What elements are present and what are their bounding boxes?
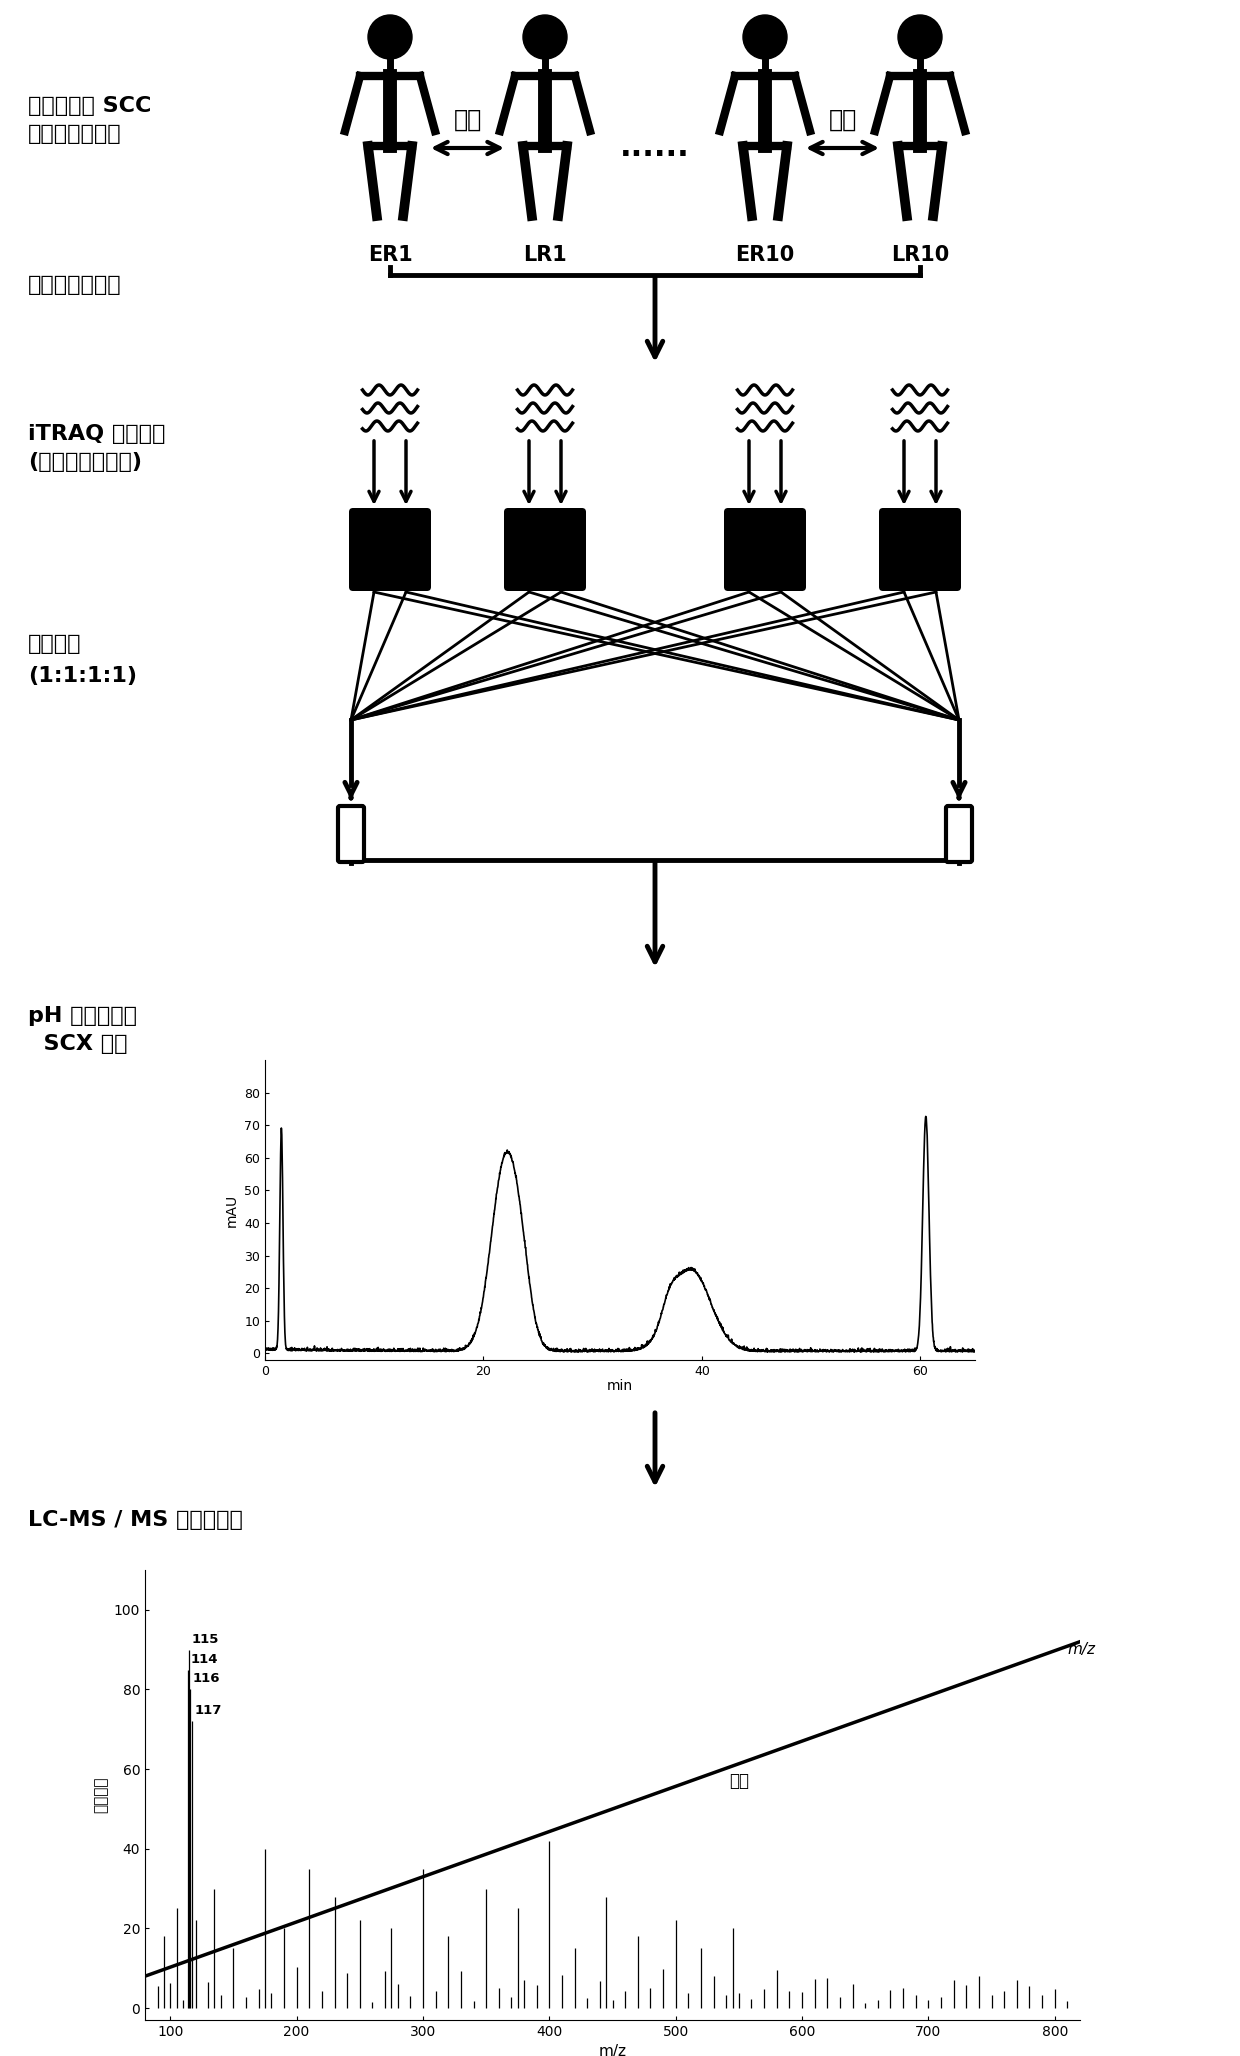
Y-axis label: mAU: mAU xyxy=(224,1192,238,1227)
Text: 115: 115 xyxy=(192,1632,219,1645)
Text: 蛋白提取及消化: 蛋白提取及消化 xyxy=(29,276,122,294)
FancyBboxPatch shape xyxy=(724,508,774,590)
FancyBboxPatch shape xyxy=(381,508,432,590)
Text: iTRAQ 试剂标记
(正向和反向标记): iTRAQ 试剂标记 (正向和反向标记) xyxy=(29,424,165,473)
Text: LR1: LR1 xyxy=(523,245,567,265)
FancyBboxPatch shape xyxy=(348,508,399,590)
FancyBboxPatch shape xyxy=(879,508,929,590)
FancyBboxPatch shape xyxy=(503,508,554,590)
Text: ER1: ER1 xyxy=(367,245,413,265)
Text: LC-MS / MS 分析和定量: LC-MS / MS 分析和定量 xyxy=(29,1509,243,1530)
X-axis label: min: min xyxy=(606,1380,634,1394)
Text: 来自匹配的 SCC
患者切除的肿瘤: 来自匹配的 SCC 患者切除的肿瘤 xyxy=(29,97,151,144)
Circle shape xyxy=(898,14,942,60)
FancyBboxPatch shape xyxy=(756,508,806,590)
FancyBboxPatch shape xyxy=(911,508,961,590)
Circle shape xyxy=(368,14,412,60)
FancyBboxPatch shape xyxy=(946,806,972,861)
X-axis label: m/z: m/z xyxy=(599,2044,626,2056)
Text: 匹配: 匹配 xyxy=(828,109,857,132)
Circle shape xyxy=(523,14,567,60)
Text: m/z: m/z xyxy=(1068,1643,1095,1657)
Text: 混合样品
(1:1:1:1): 混合样品 (1:1:1:1) xyxy=(29,633,136,687)
FancyBboxPatch shape xyxy=(536,508,587,590)
Text: ......: ...... xyxy=(620,134,689,162)
FancyBboxPatch shape xyxy=(339,806,365,861)
Text: 114: 114 xyxy=(191,1653,218,1665)
Text: 阈值: 阈值 xyxy=(729,1772,749,1791)
Text: 匹配: 匹配 xyxy=(454,109,481,132)
Text: ER10: ER10 xyxy=(735,245,795,265)
Text: LR10: LR10 xyxy=(890,245,949,265)
Y-axis label: 相对丰度: 相对丰度 xyxy=(93,1776,108,1813)
Circle shape xyxy=(743,14,787,60)
Text: 117: 117 xyxy=(195,1704,222,1717)
Text: 116: 116 xyxy=(193,1672,221,1686)
Text: pH 梯度洗脱的
  SCX 色谱: pH 梯度洗脱的 SCX 色谱 xyxy=(29,1005,136,1055)
